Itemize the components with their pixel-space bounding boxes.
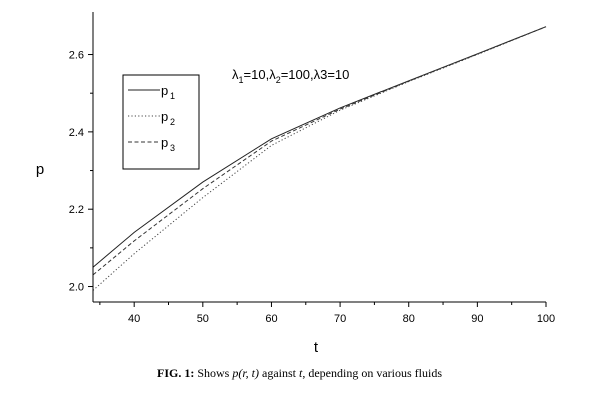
x-tick-label: 50 xyxy=(197,313,209,325)
parameter-annotation: λ1=10,λ2=100,λ3=10 xyxy=(232,67,349,85)
axes: 40 50 60 70 80 90 100 2.0 2.2 2.4 2.6 xyxy=(69,12,555,325)
y-tick-label: 2.0 xyxy=(69,282,84,294)
caption-lead: FIG. 1: xyxy=(156,366,195,380)
y-axis-label: p xyxy=(36,161,44,178)
legend: p 1p 2p 3 xyxy=(122,74,200,170)
legend-label-p2: p xyxy=(161,109,168,124)
lambda-1-value: =10, xyxy=(244,67,270,82)
lambda-1-subscript: 1 xyxy=(239,75,244,85)
legend-label-p3: p xyxy=(161,135,168,150)
legend-label-subscript: 1 xyxy=(170,91,175,101)
caption-text-3: , depending on various fluids xyxy=(302,366,443,380)
x-axis-label: t xyxy=(314,339,319,356)
lambda-2-symbol: λ xyxy=(269,67,276,82)
caption-text-1: Shows xyxy=(194,366,233,380)
legend-label-subscript: 2 xyxy=(170,117,175,127)
lambda-3-text: λ3=10 xyxy=(314,67,350,82)
series-line-p1 xyxy=(92,26,547,268)
lambda-1-symbol: λ xyxy=(232,67,239,82)
lambda-2-value: =100, xyxy=(281,67,314,82)
series-line-p2 xyxy=(92,26,547,291)
legend-label-p1: p xyxy=(161,83,168,98)
x-tick-label: 60 xyxy=(265,313,277,325)
y-tick-label: 2.4 xyxy=(69,127,84,139)
legend-label-subscript: 3 xyxy=(170,143,175,153)
x-tick-label: 90 xyxy=(471,313,483,325)
caption-text-2: against xyxy=(259,366,300,380)
x-tick-label: 80 xyxy=(403,313,415,325)
x-tick-label: 40 xyxy=(128,313,140,325)
legend-box xyxy=(122,74,200,170)
y-tick-label: 2.2 xyxy=(69,204,84,216)
lambda-2-subscript: 2 xyxy=(276,75,281,85)
y-tick-label: 2.6 xyxy=(69,50,84,62)
x-tick-label: 100 xyxy=(537,313,555,325)
series-line-p3 xyxy=(92,26,547,276)
caption-math-2: t xyxy=(299,366,303,380)
x-tick-label: 70 xyxy=(334,313,346,325)
figure-caption: FIG. 1: Shows p(r, t) against t, dependi… xyxy=(0,366,599,381)
caption-math-1: p(r, t) xyxy=(232,366,260,380)
plot-area xyxy=(92,26,547,291)
